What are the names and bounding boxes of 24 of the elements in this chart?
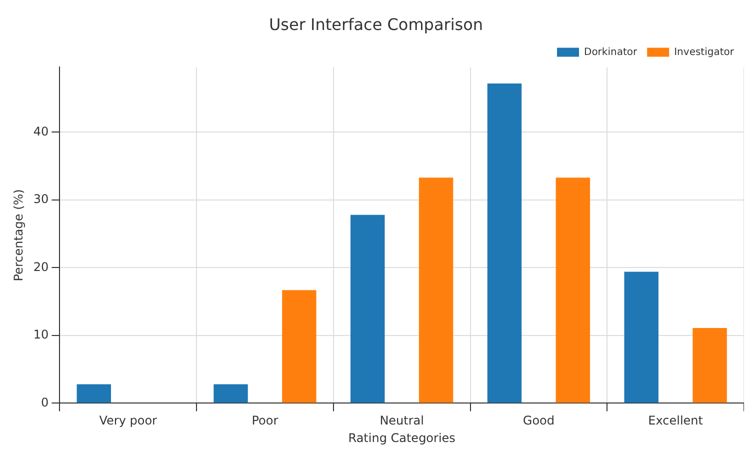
bar	[487, 83, 522, 403]
x-tick-label: Very poor	[99, 414, 158, 428]
bar	[418, 178, 454, 403]
y-tick-label: 40	[33, 124, 49, 138]
bar	[282, 290, 316, 403]
y-tick-label: 10	[33, 328, 49, 342]
y-tick-label: 30	[33, 192, 49, 206]
bar	[76, 384, 111, 403]
x-axis-title: Rating Categories	[348, 430, 456, 445]
y-tick-label: 20	[33, 260, 49, 274]
x-tick-label: Good	[522, 414, 555, 428]
y-tick-label: 0	[41, 395, 49, 410]
bar	[350, 214, 385, 403]
x-tick-label: Poor	[252, 414, 278, 428]
bar	[556, 178, 590, 403]
y-axis-title: Percentage (%)	[11, 189, 26, 282]
legend-label: Dorkinator	[584, 46, 638, 58]
x-tick-label: Excellent	[648, 414, 704, 428]
bar	[624, 272, 658, 403]
x-tick-label: Neutral	[380, 414, 424, 428]
bar	[214, 384, 248, 403]
chart-title: User Interface Comparison	[268, 14, 484, 34]
legend-label: Investigator	[674, 46, 735, 58]
bar	[692, 328, 727, 403]
